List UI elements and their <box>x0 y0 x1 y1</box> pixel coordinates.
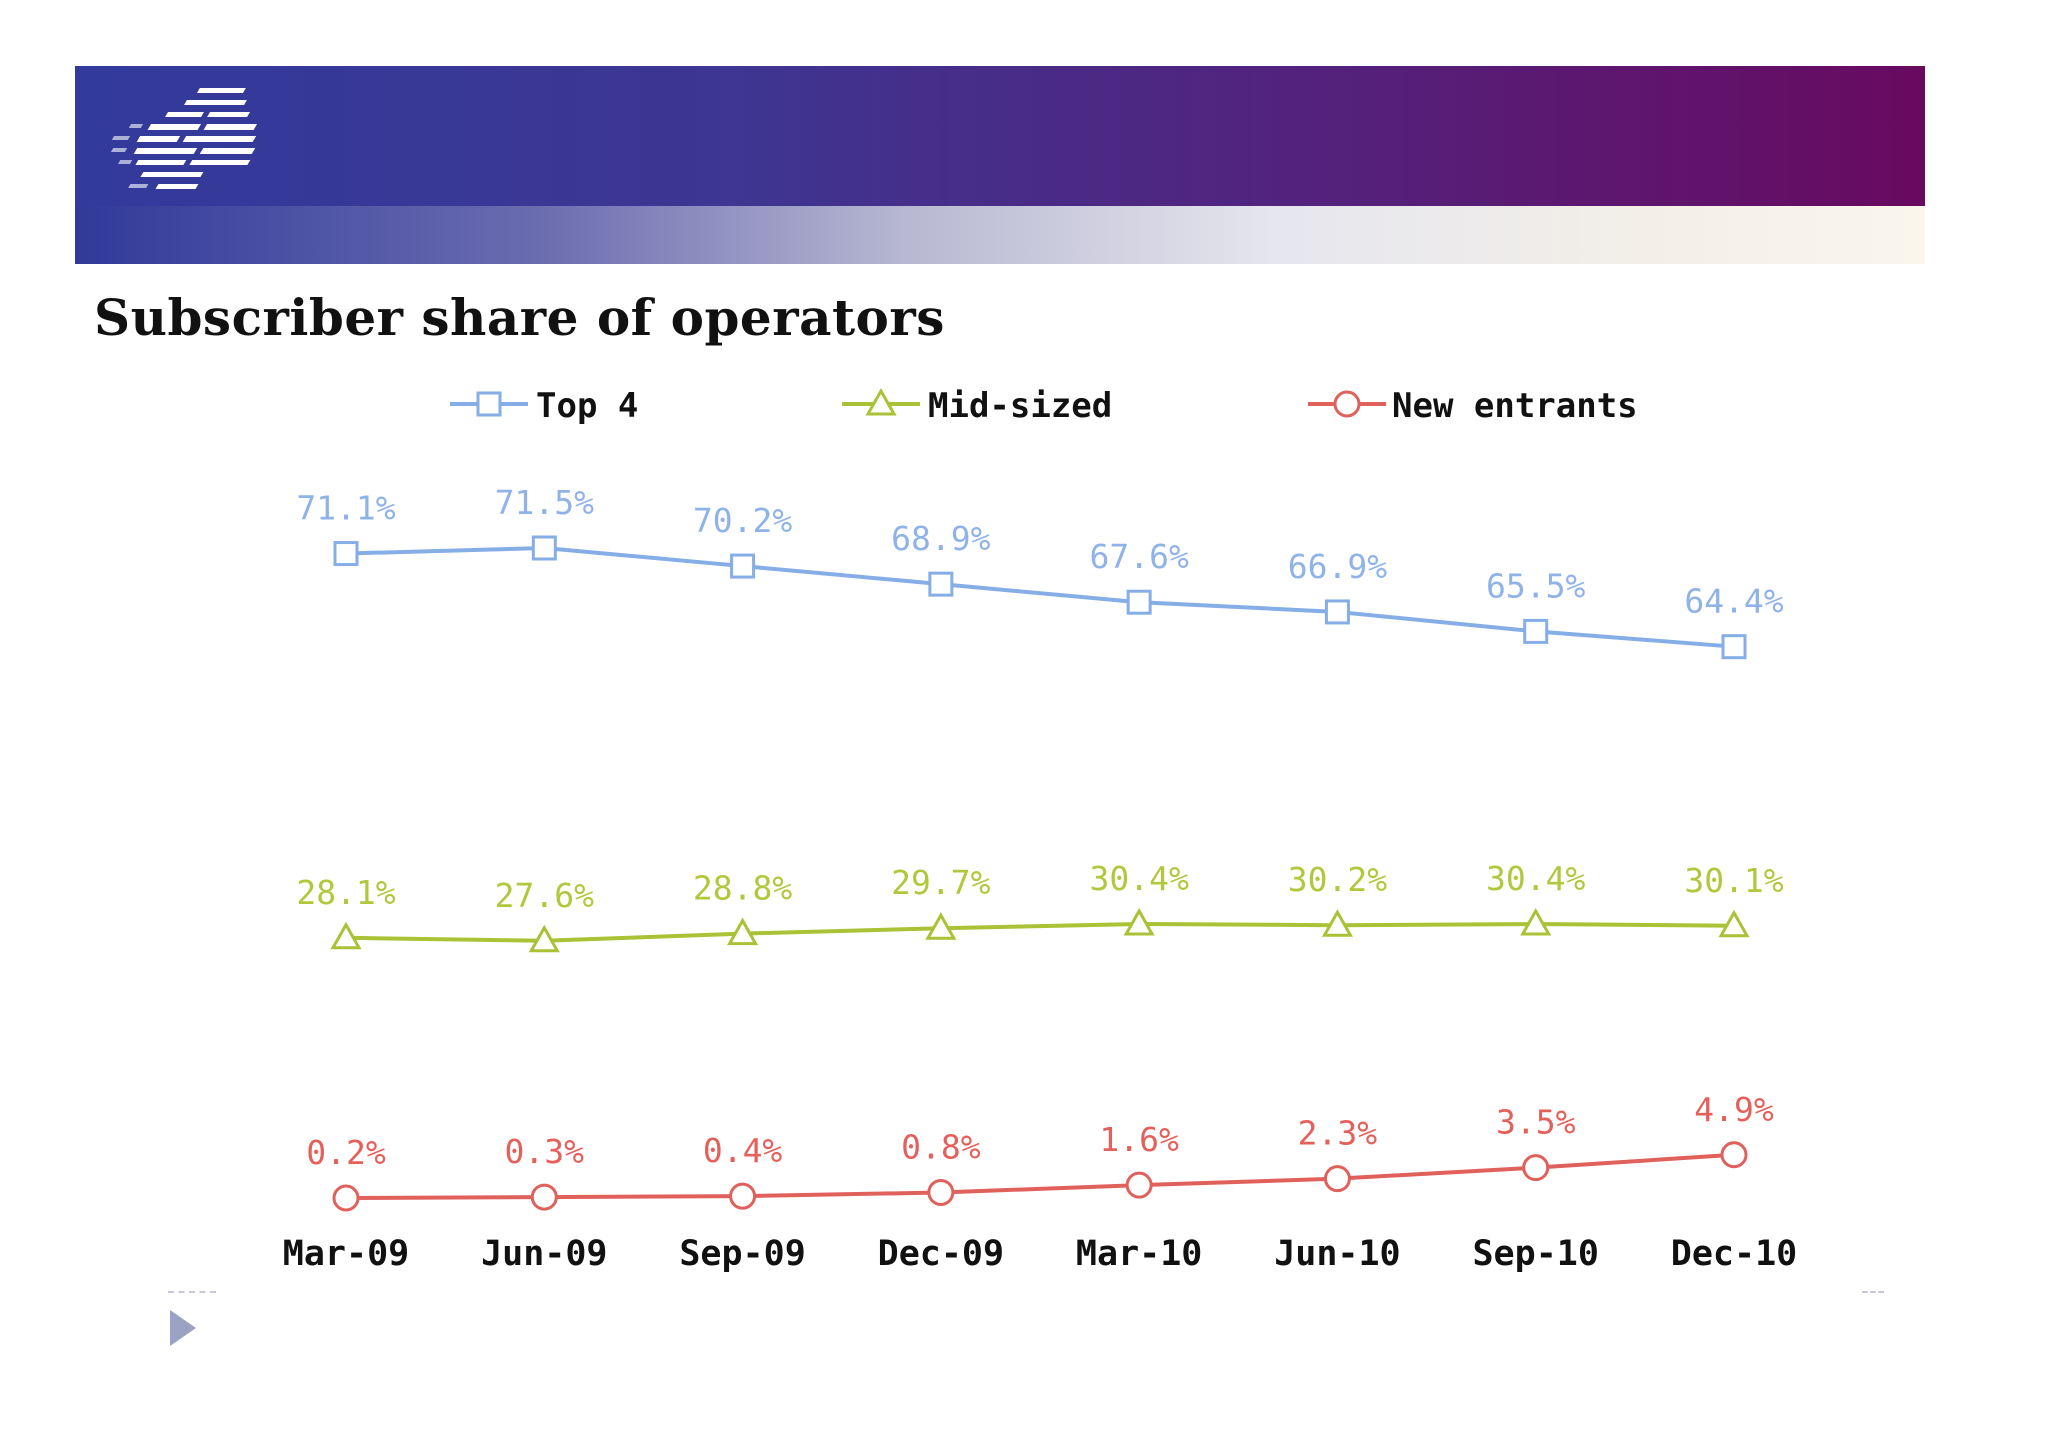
data-label-new-entrants-8: 4.9% <box>1694 1090 1774 1129</box>
legend-marker-midsized <box>865 387 897 416</box>
x-axis-labels: Mar-09 Jun-09 Sep-09 Dec-09 Mar-10 Jun-10 Sep-… <box>283 1234 1797 1274</box>
data-label-midsized-4: 29.7% <box>891 863 990 902</box>
data-point-new-entrants-6 <box>1323 1165 1351 1193</box>
data-point-midsized-7 <box>1520 907 1552 936</box>
data-point-new-entrants-3 <box>729 1182 757 1210</box>
data-label-midsized-5: 30.4% <box>1089 859 1188 898</box>
series-top4: 71.1% 71.5% 70.2% 68.9% 67.6% 66.9% 65.5% 64.4% <box>296 483 1784 660</box>
data-point-new-entrants-7 <box>1522 1154 1550 1182</box>
data-point-midsized-2 <box>528 924 560 953</box>
data-label-new-entrants-3: 0.4% <box>703 1131 783 1170</box>
data-point-new-entrants-2 <box>530 1183 558 1211</box>
data-label-new-entrants-7: 3.5% <box>1496 1103 1576 1142</box>
data-label-top4-5: 67.6% <box>1089 537 1188 576</box>
data-label-new-entrants-2: 0.3% <box>505 1132 585 1171</box>
data-label-new-entrants-4: 0.8% <box>901 1127 981 1166</box>
data-label-top4-6: 66.9% <box>1288 547 1387 586</box>
x-tick-label-6: Jun-10 <box>1274 1234 1400 1274</box>
data-label-new-entrants-1: 0.2% <box>306 1133 386 1172</box>
data-label-midsized-1: 28.1% <box>296 873 395 912</box>
data-point-midsized-8 <box>1718 909 1750 938</box>
legend-marker-new-entrants <box>1333 390 1361 418</box>
divider-dash-right <box>1862 1291 1884 1293</box>
series-line-new-entrants <box>345 1152 1735 1200</box>
series-line-top4 <box>345 545 1735 649</box>
data-label-top4-7: 65.5% <box>1486 566 1585 605</box>
data-label-top4-8: 64.4% <box>1684 582 1783 621</box>
legend-label-top4: Top 4 <box>536 386 638 426</box>
data-label-new-entrants-5: 1.6% <box>1099 1120 1179 1159</box>
chart-series-layer: 71.1% 71.5% 70.2% 68.9% 67.6% 66.9% 65.5% 64.4%… <box>296 483 1784 1212</box>
data-point-top4-2 <box>531 535 557 561</box>
data-label-midsized-8: 30.1% <box>1684 861 1783 900</box>
x-tick-label-7: Sep-10 <box>1472 1234 1598 1274</box>
x-tick-label-5: Mar-10 <box>1076 1234 1202 1274</box>
x-tick-label-8: Dec-10 <box>1671 1234 1797 1274</box>
data-label-midsized-3: 28.8% <box>693 869 792 908</box>
series-midsized: 28.1% 27.6% 28.8% 29.7% 30.4% 30.2% 30.4% 30.1% <box>296 859 1784 953</box>
data-point-top4-3 <box>730 553 756 579</box>
data-point-new-entrants-8 <box>1720 1141 1748 1169</box>
page-title: Subscriber share of operators <box>94 288 945 347</box>
data-point-new-entrants-4 <box>927 1178 955 1206</box>
series-line-midsized <box>345 921 1735 943</box>
x-tick-label-1: Mar-09 <box>283 1234 409 1274</box>
banner-top-band <box>75 66 1925 206</box>
data-label-midsized-7: 30.4% <box>1486 859 1585 898</box>
data-point-midsized-4 <box>925 912 957 940</box>
data-point-top4-7 <box>1523 618 1549 644</box>
data-point-midsized-3 <box>727 917 759 946</box>
data-label-top4-2: 71.5% <box>495 483 594 522</box>
legend-label-midsized: Mid-sized <box>928 386 1112 426</box>
legend-item-top4: Top 4 <box>450 386 638 426</box>
legend-item-midsized: Mid-sized <box>842 386 1112 426</box>
data-point-top4-1 <box>333 541 359 567</box>
data-label-midsized-6: 30.2% <box>1288 860 1387 899</box>
legend-item-new-entrants: New entrants <box>1308 386 1638 426</box>
data-point-top4-4 <box>928 571 954 597</box>
chart-legend: Top 4 Mid-sized New entrants <box>450 386 1638 426</box>
data-label-top4-1: 71.1% <box>296 489 395 528</box>
x-tick-label-4: Dec-09 <box>878 1234 1004 1274</box>
data-point-top4-8 <box>1721 634 1747 660</box>
data-point-midsized-1 <box>330 921 362 950</box>
data-point-top4-6 <box>1324 599 1350 625</box>
data-point-midsized-6 <box>1321 909 1353 937</box>
header-banner <box>75 66 1925 264</box>
data-label-top4-3: 70.2% <box>693 501 792 540</box>
banner-gradient-band <box>75 206 1925 264</box>
company-logo <box>110 88 258 189</box>
data-label-top4-4: 68.9% <box>891 519 990 558</box>
data-point-new-entrants-1 <box>332 1184 360 1212</box>
legend-marker-top4 <box>476 391 502 417</box>
x-tick-label-2: Jun-09 <box>481 1234 607 1274</box>
divider-dash-left <box>168 1291 216 1293</box>
legend-label-new-entrants: New entrants <box>1392 386 1638 426</box>
series-new-entrants: 0.2% 0.3% 0.4% 0.8% 1.6% 2.3% 3.5% 4.9% <box>306 1090 1774 1212</box>
data-point-top4-5 <box>1126 589 1152 615</box>
data-point-midsized-5 <box>1123 907 1155 936</box>
x-tick-label-3: Sep-09 <box>679 1234 805 1274</box>
data-label-new-entrants-6: 2.3% <box>1298 1114 1378 1153</box>
data-point-new-entrants-5 <box>1125 1171 1153 1199</box>
play-triangle-icon <box>170 1310 196 1346</box>
data-label-midsized-2: 27.6% <box>495 876 594 915</box>
